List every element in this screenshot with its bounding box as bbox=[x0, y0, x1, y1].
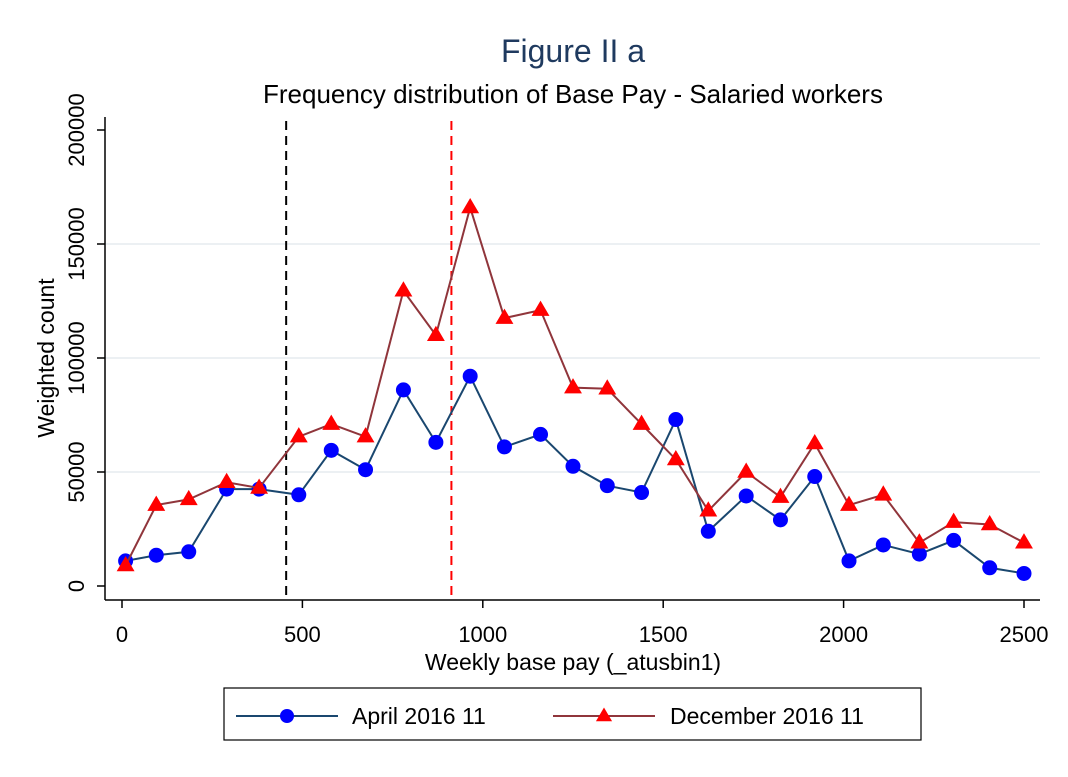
data-point-april bbox=[700, 523, 716, 539]
data-point-december bbox=[910, 533, 929, 549]
data-point-december bbox=[116, 555, 135, 572]
data-point-april bbox=[1016, 565, 1032, 581]
data-point-april bbox=[807, 469, 823, 485]
data-point-april bbox=[841, 553, 857, 569]
data-point-april bbox=[668, 412, 684, 428]
data-point-december bbox=[250, 478, 269, 494]
data-point-december bbox=[495, 308, 514, 324]
legend-marker-december bbox=[595, 707, 613, 722]
data-point-december bbox=[179, 489, 198, 506]
data-point-december bbox=[944, 512, 963, 528]
y-tick-label: 50000 bbox=[64, 441, 89, 502]
data-point-december bbox=[289, 427, 308, 443]
x-tick-label: 1500 bbox=[639, 622, 688, 647]
data-point-april bbox=[982, 560, 998, 576]
data-point-december bbox=[356, 427, 375, 443]
reference-lines bbox=[285, 121, 453, 600]
legend-label-april: April 2016 11 bbox=[352, 703, 486, 729]
data-point-december bbox=[461, 198, 480, 214]
data-point-april bbox=[772, 512, 788, 528]
legend-marker-april bbox=[280, 709, 294, 723]
data-point-december bbox=[564, 378, 582, 394]
chart-subtitle: Frequency distribution of Base Pay - Sal… bbox=[263, 79, 883, 109]
data-point-december bbox=[598, 379, 617, 395]
data-point-december bbox=[805, 434, 824, 450]
x-tick-label: 2500 bbox=[1000, 622, 1049, 647]
data-point-april bbox=[291, 487, 307, 503]
data-point-april bbox=[323, 442, 339, 458]
data-point-december bbox=[426, 325, 445, 341]
data-point-april bbox=[181, 544, 197, 560]
data-point-december bbox=[217, 472, 236, 489]
data-point-april bbox=[358, 462, 374, 478]
y-axis-ticks: 0 50000 100000 150000 200000 bbox=[64, 93, 105, 592]
x-tick-label: 2000 bbox=[819, 622, 868, 647]
data-point-december bbox=[771, 487, 790, 503]
y-tick-label: 0 bbox=[64, 580, 89, 592]
x-tick-label: 0 bbox=[116, 622, 128, 647]
data-point-december bbox=[632, 414, 651, 430]
data-point-december bbox=[147, 495, 166, 511]
data-point-april bbox=[875, 537, 891, 553]
legend-items bbox=[236, 707, 655, 723]
data-point-april bbox=[496, 439, 512, 455]
x-axis-label: Weekly base pay (_atusbin1) bbox=[425, 649, 721, 675]
data-point-april bbox=[565, 458, 581, 474]
y-tick-label: 100000 bbox=[64, 321, 89, 394]
x-axis-ticks: 0 500 1000 1500 2000 2500 bbox=[116, 600, 1049, 647]
data-point-april bbox=[599, 478, 615, 494]
data-point-december bbox=[737, 462, 756, 478]
y-tick-label: 200000 bbox=[64, 93, 89, 166]
data-point-april bbox=[533, 426, 549, 442]
legend-box bbox=[223, 687, 922, 741]
y-axis-label: Weighted count bbox=[33, 278, 59, 438]
data-point-december bbox=[980, 514, 999, 531]
series-layer bbox=[116, 198, 1033, 581]
data-point-december bbox=[1015, 533, 1033, 549]
data-point-december bbox=[840, 495, 858, 511]
chart-title: Figure II a bbox=[501, 33, 645, 69]
y-tick-label: 150000 bbox=[64, 207, 89, 280]
data-point-december bbox=[394, 281, 413, 297]
data-point-december bbox=[322, 414, 341, 430]
data-point-april bbox=[395, 382, 411, 398]
data-point-april bbox=[148, 547, 164, 563]
data-point-december bbox=[699, 501, 718, 517]
data-point-december bbox=[531, 300, 550, 316]
data-point-april bbox=[462, 368, 478, 384]
data-point-april bbox=[738, 488, 754, 504]
x-tick-label: 500 bbox=[284, 622, 321, 647]
data-point-december bbox=[666, 449, 685, 466]
data-point-april bbox=[428, 434, 444, 450]
legend: April 2016 11 December 2016 11 bbox=[223, 687, 922, 741]
data-point-april bbox=[911, 546, 927, 562]
legend-label-december: December 2016 11 bbox=[670, 703, 864, 729]
x-tick-label: 1000 bbox=[458, 622, 507, 647]
data-point-december bbox=[874, 485, 893, 501]
data-point-april bbox=[946, 532, 962, 548]
data-point-april bbox=[634, 485, 650, 501]
